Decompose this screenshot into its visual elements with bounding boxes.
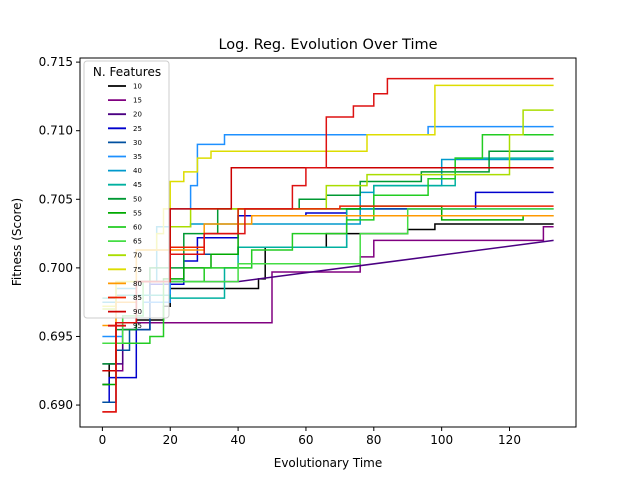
legend-label: 95 bbox=[133, 322, 142, 330]
series-line-60 bbox=[102, 134, 554, 345]
plot-frame bbox=[79, 57, 577, 428]
legend-label: 75 bbox=[133, 266, 142, 274]
x-tick-label: 20 bbox=[163, 433, 178, 447]
x-tick-label: 0 bbox=[99, 433, 107, 447]
legend-frame bbox=[83, 60, 170, 319]
y-axis-label: Fitness (Score) bbox=[10, 198, 24, 286]
legend-label: 85 bbox=[133, 294, 142, 302]
y-tick-label: 0.705 bbox=[39, 192, 73, 206]
legend-label: 45 bbox=[133, 181, 142, 189]
legend-label: 90 bbox=[133, 308, 142, 316]
x-axis-label: Evolutionary Time bbox=[274, 456, 383, 470]
legend-label: 30 bbox=[133, 139, 142, 147]
legend-label: 80 bbox=[133, 280, 142, 288]
x-axis: 0 20 40 60 80 100 120 bbox=[99, 427, 521, 447]
legend-label: 40 bbox=[133, 167, 142, 175]
x-tick-label: 100 bbox=[430, 433, 453, 447]
x-tick-label: 120 bbox=[498, 433, 521, 447]
legend: N. Features 10 15 20 25 30 35 40 45 50 55 60 65 70 75… bbox=[83, 60, 170, 330]
y-tick-label: 0.715 bbox=[39, 55, 73, 69]
x-tick-label: 40 bbox=[230, 433, 245, 447]
legend-items: 10 15 20 25 30 35 40 45 50 55 60 65 70 75 80 85 90 95 bbox=[108, 83, 142, 330]
y-axis: 0.690 0.695 0.700 0.705 0.710 0.715 bbox=[39, 55, 80, 412]
legend-label: 25 bbox=[133, 125, 142, 133]
legend-title: N. Features bbox=[93, 65, 161, 79]
legend-label: 50 bbox=[133, 195, 142, 203]
y-tick-label: 0.695 bbox=[39, 329, 73, 343]
y-tick-label: 0.710 bbox=[39, 124, 73, 138]
y-tick-label: 0.700 bbox=[39, 261, 73, 275]
chart-title: Log. Reg. Evolution Over Time bbox=[218, 37, 437, 53]
legend-label: 70 bbox=[133, 252, 142, 260]
legend-label: 20 bbox=[133, 111, 142, 119]
legend-label: 60 bbox=[133, 224, 142, 232]
y-tick-label: 0.690 bbox=[39, 398, 73, 412]
legend-label: 65 bbox=[133, 238, 142, 246]
legend-label: 15 bbox=[133, 97, 142, 105]
legend-label: 35 bbox=[133, 153, 142, 161]
legend-label: 10 bbox=[133, 83, 142, 91]
x-tick-label: 60 bbox=[298, 433, 313, 447]
x-tick-label: 80 bbox=[366, 433, 381, 447]
legend-label: 55 bbox=[133, 209, 142, 217]
